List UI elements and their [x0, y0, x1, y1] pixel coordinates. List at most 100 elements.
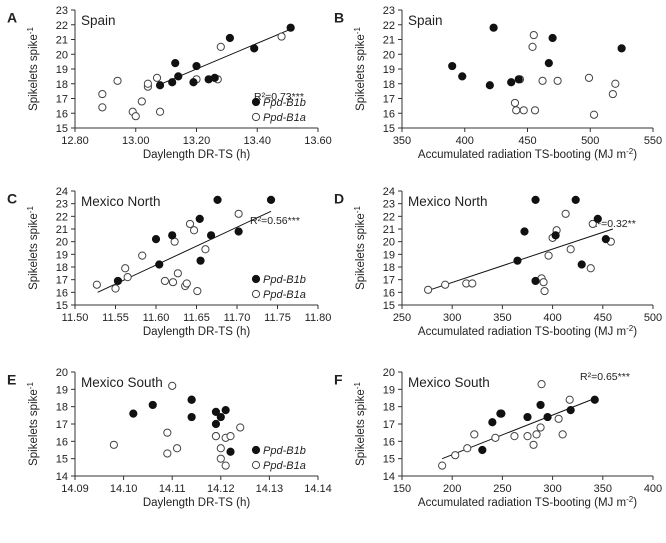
data-point	[566, 245, 575, 254]
y-tick-label: 17	[56, 419, 68, 431]
series-ppd-b1a	[98, 32, 286, 121]
x-axis-title-superscript: -2	[626, 495, 634, 504]
series-ppd-b1a	[438, 380, 574, 470]
x-tick-label: 11.60	[143, 312, 170, 324]
y-axis-title-superscript: -1	[353, 206, 362, 214]
y-axis-title-superscript: -1	[26, 206, 35, 214]
x-tick-label: 14.10	[110, 483, 138, 495]
x-tick-label: 12.80	[61, 135, 89, 147]
data-point	[185, 219, 195, 229]
data-point	[608, 89, 617, 99]
legend-marker	[251, 112, 261, 122]
data-point	[187, 412, 196, 422]
data-point	[558, 430, 567, 439]
data-point	[277, 32, 286, 41]
panel-f: F 14 15 16 17 18 19 20 150 200 250 300 350 400 Accumul…	[334, 367, 662, 509]
data-point	[234, 227, 243, 236]
data-point	[195, 214, 204, 223]
y-tick-label: 22	[56, 211, 68, 223]
data-point	[98, 89, 107, 99]
panel-letter: E	[7, 371, 16, 387]
x-tick-label: 250	[493, 483, 511, 495]
data-point	[617, 44, 626, 53]
x-tick-label: 400	[543, 312, 561, 324]
data-point	[497, 409, 506, 418]
data-point	[151, 235, 161, 244]
data-point	[155, 107, 165, 116]
data-point	[196, 256, 205, 265]
x-tick-label: 13.60	[304, 135, 332, 147]
data-point	[520, 227, 529, 236]
y-tick-label: 22	[383, 211, 395, 223]
data-point	[123, 273, 132, 282]
y-tick-label: 20	[383, 49, 395, 61]
panel-title: Mexico North	[81, 194, 161, 209]
data-point	[424, 285, 433, 294]
data-point	[538, 76, 547, 85]
data-point	[216, 412, 225, 422]
data-point	[544, 251, 553, 260]
y-tick-label: 15	[56, 123, 68, 135]
data-point	[148, 400, 157, 410]
data-point	[514, 75, 523, 84]
data-point	[463, 444, 472, 453]
series-ppd-b1a	[109, 381, 245, 470]
y-tick-label: 14	[56, 471, 68, 483]
y-tick-label: 19	[56, 249, 68, 261]
panel-a: A 15 16 17 18 19 20 21 22 23 12.80 13.00 13.20 13.40 1…	[7, 5, 332, 161]
y-axis-title-superscript: -1	[353, 27, 362, 35]
y-tick-label: 17	[383, 94, 395, 106]
y-axis-title: Spikelets spike-1	[353, 27, 367, 111]
data-point	[113, 276, 123, 286]
data-point	[236, 423, 245, 432]
data-point	[586, 264, 595, 273]
y-tick-label: 18	[383, 262, 395, 274]
data-point	[601, 235, 610, 244]
x-tick-label: 300	[543, 483, 561, 495]
x-tick-label: 11.50	[62, 312, 89, 324]
y-tick-label: 16	[383, 108, 395, 120]
data-point	[211, 407, 221, 416]
data-point	[589, 110, 599, 119]
x-tick-label: 11.80	[305, 312, 332, 324]
y-tick-label: 16	[56, 287, 68, 299]
data-point	[485, 81, 494, 90]
x-tick-label: 14.09	[61, 483, 89, 495]
data-point	[530, 106, 540, 115]
data-point	[537, 380, 546, 389]
y-tick-label: 22	[383, 20, 395, 32]
x-tick-label: 250	[393, 312, 411, 324]
data-point	[510, 432, 519, 441]
data-point	[489, 23, 498, 32]
x-tick-label: 14.12	[207, 483, 235, 495]
x-tick-label: 500	[581, 135, 599, 147]
legend-marker	[251, 460, 261, 470]
data-point	[540, 286, 549, 296]
data-point	[551, 231, 560, 240]
y-axis-title: Spikelets spike-1	[26, 382, 40, 466]
data-point	[491, 433, 500, 442]
y-tick-label: 23	[383, 5, 395, 17]
x-tick-label: 14.14	[304, 483, 332, 495]
x-tick-label: 550	[644, 135, 662, 147]
y-tick-label: 16	[383, 287, 395, 299]
data-point	[536, 423, 545, 432]
data-point	[168, 78, 177, 87]
x-tick-label: 13.00	[122, 135, 150, 147]
legend-label: Ppd-B1b	[263, 445, 306, 457]
x-axis-title-close: )	[633, 149, 637, 161]
series-ppd-b1b	[155, 23, 295, 90]
data-point	[510, 98, 520, 108]
data-point	[137, 97, 146, 106]
y-tick-label: 14	[383, 471, 395, 483]
y-tick-label: 17	[56, 275, 68, 287]
r-squared-label: R²=0.73***	[254, 91, 304, 103]
legend-marker	[251, 274, 261, 284]
x-tick-label: 350	[594, 483, 612, 495]
y-tick-label: 15	[383, 123, 395, 135]
y-tick-label: 24	[383, 186, 395, 198]
x-axis-title-superscript: -2	[626, 324, 634, 333]
data-point	[182, 279, 191, 288]
